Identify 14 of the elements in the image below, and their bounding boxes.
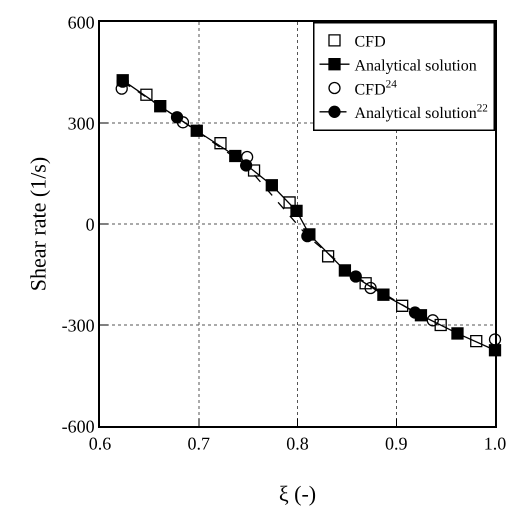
legend-label: Analytical solution [354, 57, 477, 74]
x-axis-title: ξ (-) [278, 481, 316, 506]
x-tick-label: 0.8 [286, 433, 309, 454]
legend-label: CFD$^{24}$ [354, 78, 398, 98]
y-tick-label: 600 [68, 12, 95, 32]
x-tick-label: 0.7 [188, 433, 210, 454]
y-tick-label: -300 [62, 315, 95, 336]
legend-label: Analytical solution$^{22}$ [354, 102, 488, 122]
legend-label: CFD [354, 34, 386, 51]
x-tick-label: 0.9 [385, 433, 408, 454]
y-tick-label: 300 [68, 113, 95, 134]
y-tick-label: 0 [86, 214, 95, 234]
y-axis-title: Shear rate (1/s) [26, 156, 50, 292]
x-tick-label: 1.0 [484, 433, 506, 454]
